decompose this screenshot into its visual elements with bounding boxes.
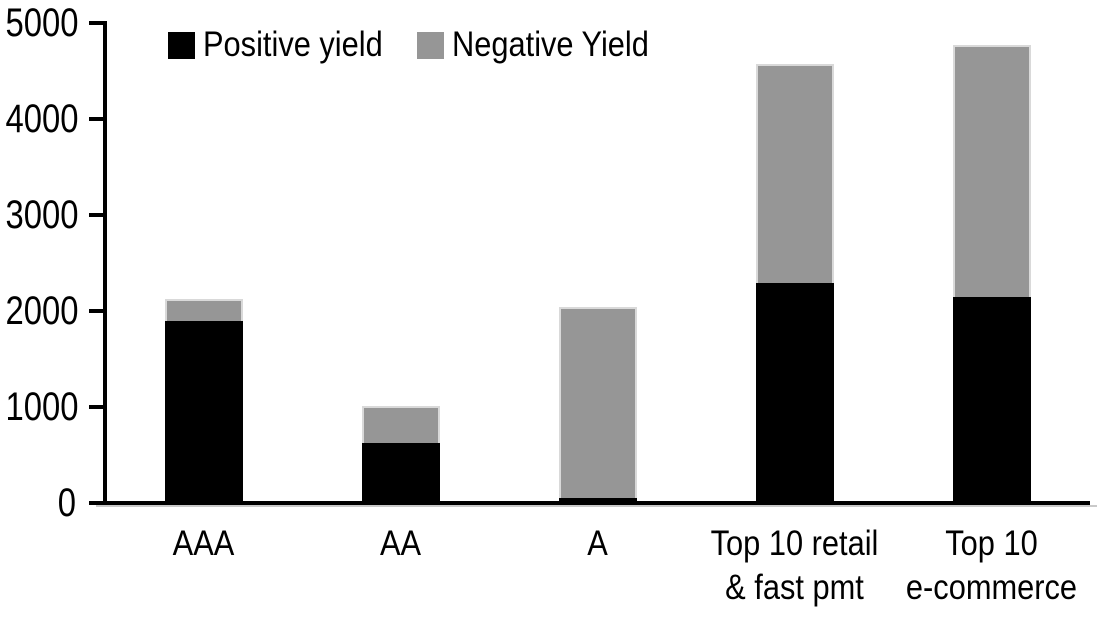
y-axis-tick [89,21,103,25]
y-axis-tick [89,405,103,409]
category-label: Top 10 e-commerce [905,522,1078,610]
category-label: AA [314,522,487,566]
y-axis-tick-label: 1000 [5,385,79,429]
positive-yield-label: Positive yield [203,25,383,64]
bar-segment-positive-yield [164,320,243,503]
x-axis-line [103,501,1090,505]
category-label-line: & fast pmt [725,568,864,607]
category-label: A [511,522,684,566]
category-label: AAA [117,522,290,566]
y-axis-tick [89,501,103,505]
bar-segment-negative-yield [952,45,1031,297]
bar-segment-positive-yield [952,296,1031,503]
bar-segment-positive-yield [361,442,440,503]
y-axis-tick [89,117,103,121]
y-axis-tick-label: 2000 [5,289,79,333]
category-label-line: e-commerce [905,568,1078,607]
category-label: Top 10 retail & fast pmt [708,522,881,610]
y-axis-tick-label: 0 [57,481,76,525]
x-axis-shadow-line [96,505,1097,507]
bar-segment-negative-yield [164,298,243,321]
y-axis-line [103,21,107,505]
y-axis-tick-label: 5000 [5,1,79,45]
y-axis-tick [89,213,103,217]
legend-item-negative-yield: Negative Yield [417,23,676,67]
category-label-line: AA [379,524,422,563]
category-label-line: Top 10 [945,524,1038,563]
positive-yield-swatch [168,31,195,59]
category-label-line: A [587,524,608,563]
bar-segment-negative-yield [755,64,834,284]
legend-item-positive-yield: Positive yield [168,23,407,67]
negative-yield-swatch [417,31,445,59]
bar-segment-positive-yield [755,283,834,503]
bar-segment-positive-yield [558,498,637,503]
legend: Positive yield Negative Yield [168,23,676,67]
y-axis-tick [89,309,103,313]
bar-segment-negative-yield [558,307,637,499]
bar-segment-negative-yield [361,406,440,443]
category-label-line: AAA [172,524,235,563]
y-axis-tick-label: 4000 [5,97,79,141]
category-label-line: Top 10 retail [710,524,879,563]
y-axis-tick-label: 3000 [5,193,79,237]
negative-yield-label: Negative Yield [452,25,650,64]
